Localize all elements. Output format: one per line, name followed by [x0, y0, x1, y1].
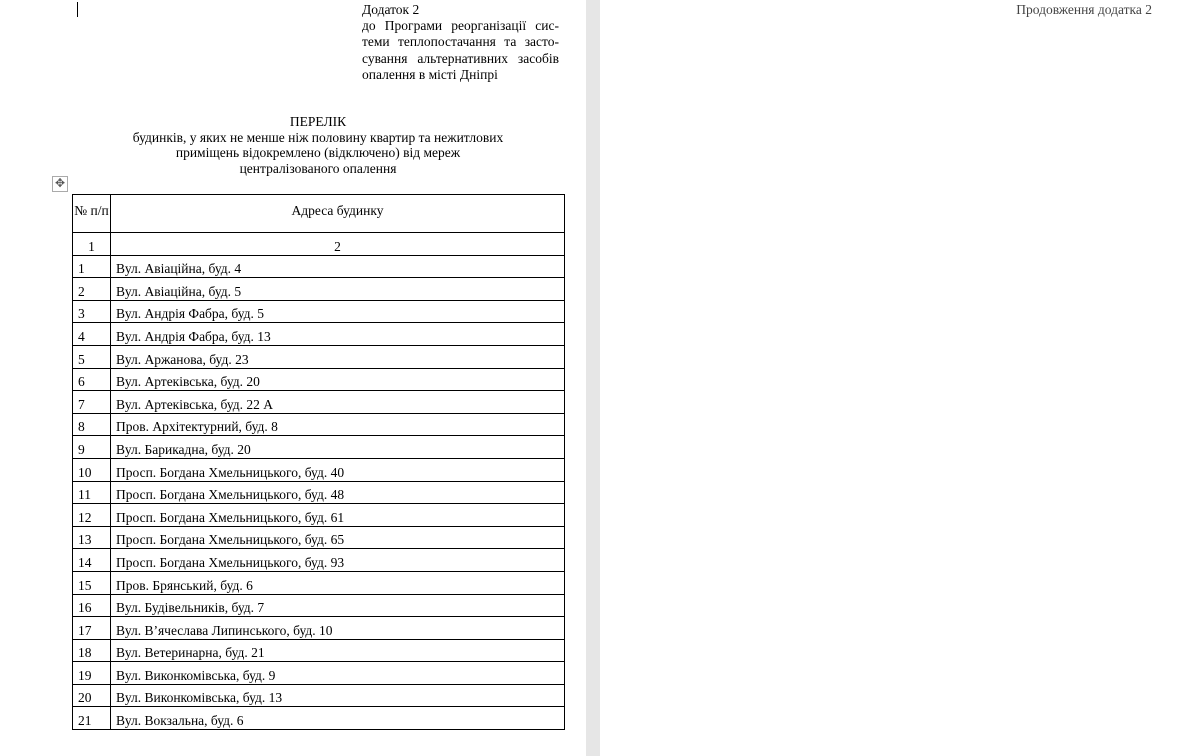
row-address: Пров. Архітектурний, буд. 8 [110, 412, 565, 437]
row-address: Просп. Богдана Хмельницького, буд. 65 [110, 525, 565, 550]
row-address: Просп. Богдана Хмельницького, буд. 48 [110, 480, 565, 505]
row-address: Вул. Виконкомівська, буд. 13 [110, 683, 565, 708]
table-header-row: № п/п Адреса будинку [72, 194, 565, 233]
table-row: 12 Просп. Богдана Хмельницького, буд. 61 [72, 503, 565, 527]
table-row: 14 Просп. Богдана Хмельницького, буд. 93 [72, 548, 565, 572]
row-number: 13 [72, 525, 111, 550]
table-row: 7 Вул. Артеківська, буд. 22 А [72, 390, 565, 414]
table-row: 1 Вул. Авіаційна, буд. 4 [72, 254, 565, 279]
row-address: Просп. Богдана Хмельницького, буд. 40 [110, 457, 565, 482]
table-row: 5 Вул. Аржанова, буд. 23 [72, 344, 565, 369]
row-address: Вул. Ветеринарна, буд. 21 [110, 638, 565, 663]
row-address: Вул. Андрія Фабра, буд. 5 [110, 299, 565, 324]
table-row: 21 Вул. Вокзальна, буд. 6 [72, 706, 565, 731]
row-number: 12 [72, 503, 111, 527]
row-number: 4 [72, 322, 111, 346]
row-number: 16 [72, 593, 111, 618]
document-page-1: Додаток 2 до Програми реорганізації сис-… [0, 0, 586, 756]
table-row: 13 Просп. Богдана Хмельницького, буд. 65 [72, 525, 565, 550]
addendum-line: теми теплопостачання та засто- [362, 34, 559, 50]
addendum-line: сування альтернативних засобів [362, 50, 559, 66]
row-number: 3 [72, 299, 111, 324]
row-address: Вул. Артеківська, буд. 20 [110, 367, 565, 392]
title-line: централізованого опалення [239, 160, 397, 176]
row-number: 18 [72, 638, 111, 663]
row-address: Пров. Брянський, буд. 6 [110, 570, 565, 595]
table-row: 17 Вул. В’ячеслава Липинського, буд. 10 [72, 616, 565, 640]
move-arrows-icon[interactable]: ✥ [52, 176, 68, 192]
table-row: 18 Вул. Ветеринарна, буд. 21 [72, 638, 565, 663]
table-row: 8 Пров. Архітектурний, буд. 8 [72, 412, 565, 437]
row-number: 8 [72, 412, 111, 437]
table-row: 2 Вул. Авіаційна, буд. 5 [72, 277, 565, 301]
row-number: 15 [72, 570, 111, 595]
row-address: Вул. Виконкомівська, буд. 9 [110, 661, 565, 685]
row-address: Вул. Будівельників, буд. 7 [110, 593, 565, 618]
table-row: 16 Вул. Будівельників, буд. 7 [72, 593, 565, 618]
row-address: Вул. Вокзальна, буд. 6 [110, 706, 565, 731]
addendum-note: Додаток 2 до Програми реорганізації сис-… [362, 2, 559, 83]
row-number: 10 [72, 457, 111, 482]
row-number: 9 [72, 435, 111, 459]
title-line: приміщень відокремлено (відключено) від … [175, 145, 461, 160]
row-address: Вул. Андрія Фабра, буд. 13 [110, 322, 565, 346]
row-address: Вул. В’ячеслава Липинського, буд. 10 [110, 616, 565, 640]
row-number: 6 [72, 367, 111, 392]
title-heading: ПЕРЕЛІК [289, 114, 347, 129]
table-row: 19 Вул. Виконкомівська, буд. 9 [72, 661, 565, 685]
row-number: 1 [72, 254, 111, 279]
column-number: 2 [110, 232, 565, 256]
row-address: Просп. Богдана Хмельницького, буд. 93 [110, 548, 565, 572]
text-cursor [77, 2, 78, 17]
document-title: ПЕРЕЛІК будинків, у яких не менше ніж по… [72, 114, 564, 176]
table-row: 11 Просп. Богдана Хмельницького, буд. 48 [72, 480, 565, 505]
table-row: 6 Вул. Артеківська, буд. 20 [72, 367, 565, 392]
row-address: Вул. Авіаційна, буд. 4 [110, 254, 565, 279]
header-num: № п/п [72, 194, 111, 233]
row-address: Вул. Авіаційна, буд. 5 [110, 277, 565, 301]
row-address: Вул. Барикадна, буд. 20 [110, 435, 565, 459]
addendum-line: до Програми реорганізації сис- [362, 18, 559, 34]
row-number: 14 [72, 548, 111, 572]
table-row: 10 Просп. Богдана Хмельницького, буд. 40 [72, 457, 565, 482]
addendum-line: Додаток 2 [362, 2, 420, 17]
table-row: 4 Вул. Андрія Фабра, буд. 13 [72, 322, 565, 346]
column-number-row: 1 2 [72, 232, 565, 256]
row-number: 17 [72, 616, 111, 640]
row-number: 5 [72, 344, 111, 369]
column-number: 1 [72, 232, 111, 256]
title-line: будинків, у яких не менше ніж половину к… [132, 129, 504, 145]
document-page-2: Продовження додатка 2 1 2 22Вул. Володим… [600, 0, 1198, 756]
table-row: 9 Вул. Барикадна, буд. 20 [72, 435, 565, 459]
row-number: 20 [72, 683, 111, 708]
row-address: Вул. Аржанова, буд. 23 [110, 344, 565, 369]
row-number: 7 [72, 390, 111, 414]
table-row: 15 Пров. Брянський, буд. 6 [72, 570, 565, 595]
row-number: 19 [72, 661, 111, 685]
address-table: № п/п Адреса будинку 1 2 1 Вул. Авіаційна… [72, 194, 565, 731]
table-row: 3 Вул. Андрія Фабра, буд. 5 [72, 299, 565, 324]
addendum-line: опалення в місті Дніпрі [362, 66, 498, 82]
row-number: 2 [72, 277, 111, 301]
row-address: Вул. Артеківська, буд. 22 А [110, 390, 565, 414]
row-number: 11 [72, 480, 111, 505]
table-row: 20 Вул. Виконкомівська, буд. 13 [72, 683, 565, 708]
row-number: 21 [72, 706, 111, 731]
row-address: Просп. Богдана Хмельницького, буд. 61 [110, 503, 565, 527]
header-address: Адреса будинку [110, 194, 565, 233]
continuation-header: Продовження додатка 2 [1016, 2, 1152, 17]
